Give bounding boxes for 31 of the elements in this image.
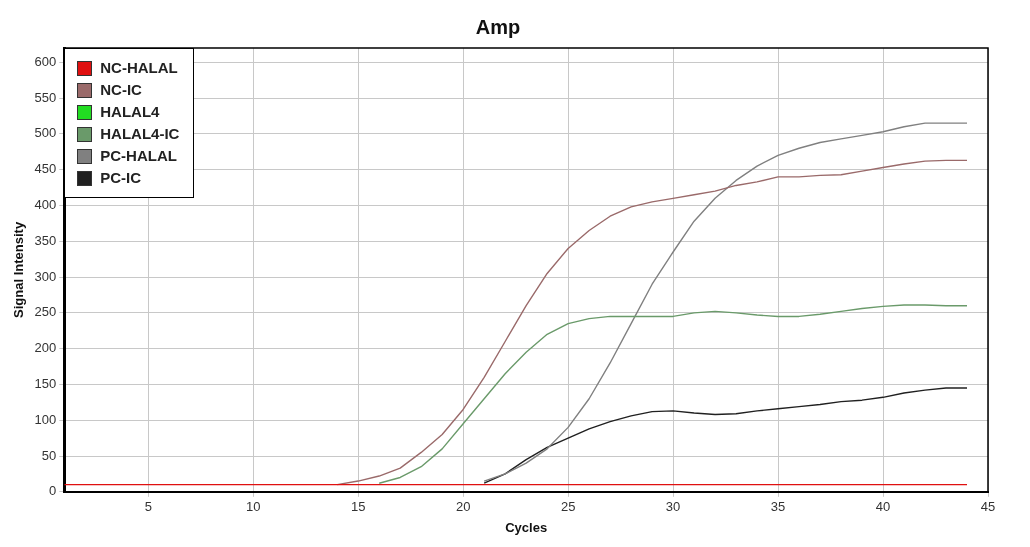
y-tick-label: 200 [34, 340, 57, 356]
x-tick-label: 5 [144, 499, 152, 515]
x-tick-label: 10 [246, 499, 261, 515]
x-tick-label: 25 [560, 499, 576, 515]
y-tick-label: 400 [34, 197, 57, 213]
y-tick-label: 350 [34, 232, 57, 248]
legend-label: HALAL4 [100, 102, 160, 122]
legend-label: NC-IC [100, 80, 142, 100]
legend-label: PC-HALAL [100, 146, 177, 166]
legend-label: HALAL4-IC [100, 124, 180, 144]
y-tick-label: 600 [34, 53, 57, 69]
y-tick-label: 450 [34, 161, 57, 177]
chart-title: Amp [475, 15, 521, 38]
x-tick-label: 35 [770, 499, 786, 515]
y-tick-label: 300 [34, 268, 57, 284]
y-tick-label: 50 [41, 447, 57, 463]
legend-label: NC-HALAL [100, 58, 178, 78]
x-tick-label: 30 [665, 499, 681, 515]
y-tick-label: 0 [49, 483, 57, 499]
x-axis-title: Cycles [505, 519, 548, 535]
x-tick-label: 20 [455, 499, 471, 515]
y-tick-label: 100 [34, 411, 57, 427]
y-tick-label: 550 [34, 89, 57, 105]
y-tick-label: 150 [34, 376, 57, 392]
x-tick-label: 45 [980, 499, 996, 515]
x-tick-label: 15 [350, 499, 366, 515]
y-tick-label: 500 [34, 125, 57, 141]
legend-label: PC-IC [100, 168, 142, 188]
y-axis-title: Signal Intensity [11, 221, 27, 318]
y-tick-label: 250 [34, 304, 57, 320]
x-tick-label: 40 [875, 499, 891, 515]
